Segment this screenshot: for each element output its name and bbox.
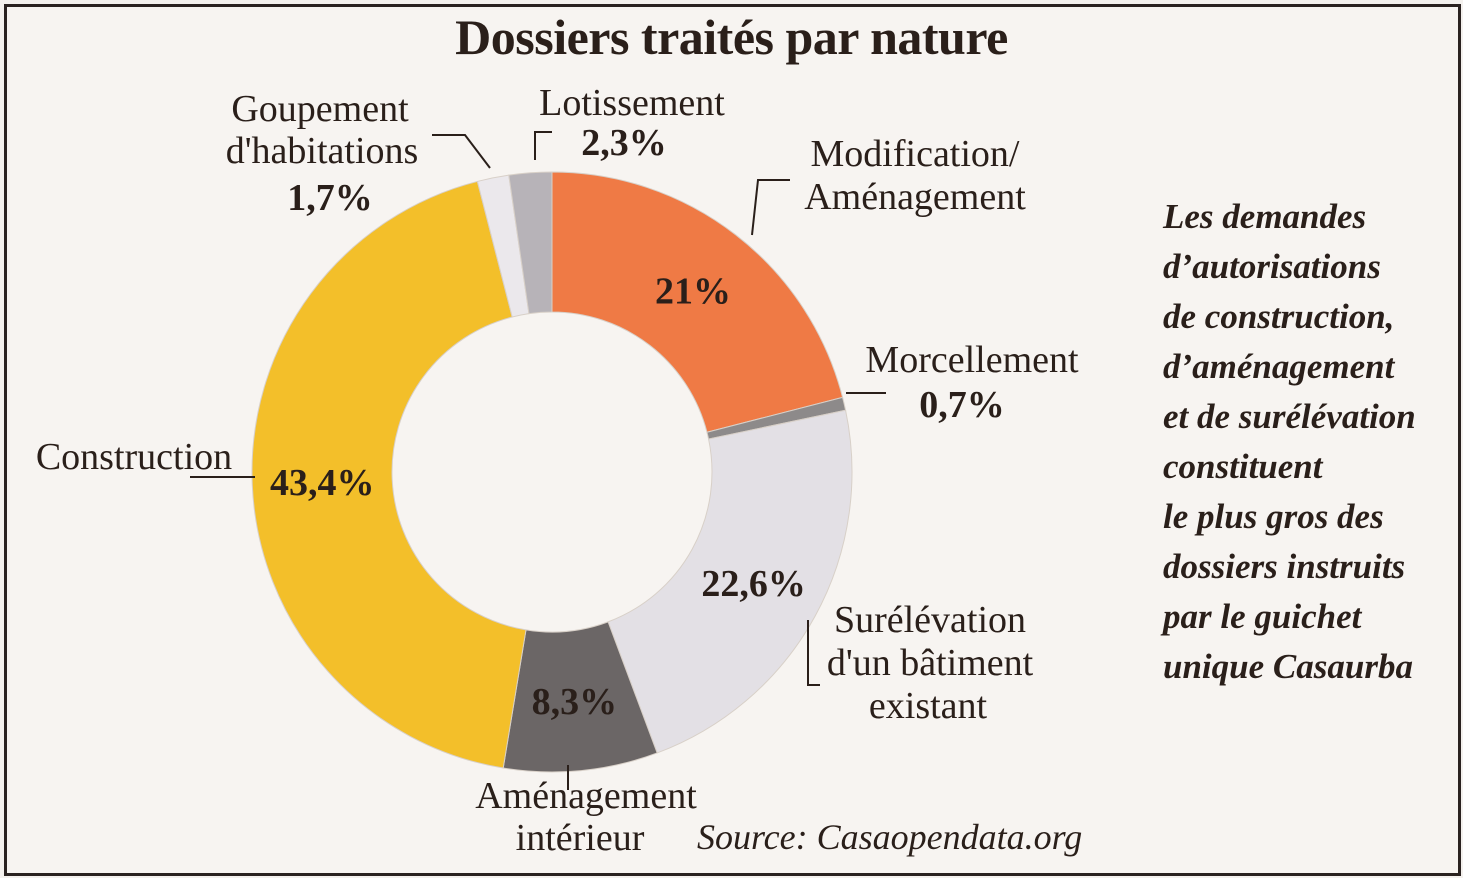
label-surelevation-line1: Surélévation	[834, 599, 1026, 641]
side-note: Les demandes d’autorisations de construc…	[1163, 197, 1416, 686]
label-modification-line1: Modification/	[811, 133, 1020, 175]
label-surelevation-line2: d'un bâtiment	[827, 642, 1034, 684]
label-modification-line2: Aménagement	[804, 176, 1026, 218]
slice-lotissement	[508, 171, 553, 315]
value-label-construction: 43,4%	[270, 462, 375, 504]
label-morcellement: Morcellement	[865, 339, 1079, 381]
label-groupement-line1: Goupement	[231, 88, 409, 130]
chart-title: Dossiers traités par nature	[455, 9, 1008, 65]
source-credit: Source: Casaopendata.org	[697, 817, 1083, 857]
leader-modification	[751, 179, 790, 236]
value-label-modification-am-nagement: 21%	[655, 270, 731, 312]
slice-modification-am-nagement	[551, 171, 844, 433]
label-surelevation-line3: existant	[869, 685, 988, 727]
label-groupement-line2: d'habitations	[226, 130, 419, 172]
value-label-am-nagement-int-rieur: 8,3%	[532, 681, 618, 723]
label-amenagement-interieur-line2: intérieur	[516, 817, 645, 859]
leader-lotissement	[534, 131, 552, 160]
label-lotissement: Lotissement	[539, 82, 725, 124]
pct-groupement: 1,7%	[287, 177, 373, 219]
leader-surelevation	[807, 620, 820, 686]
slice-sur-l-vation-d-un-b-timent-existant	[607, 409, 853, 754]
slice-construction	[251, 180, 527, 769]
pct-morcellement: 0,7%	[919, 384, 1005, 426]
label-construction: Construction	[36, 436, 232, 478]
pct-lotissement: 2,3%	[581, 122, 667, 164]
leader-groupement	[432, 134, 491, 169]
value-label-sur-l-vation-d-un-b-timent-existant: 22,6%	[701, 563, 806, 605]
label-amenagement-interieur-line1: Aménagement	[475, 775, 697, 817]
